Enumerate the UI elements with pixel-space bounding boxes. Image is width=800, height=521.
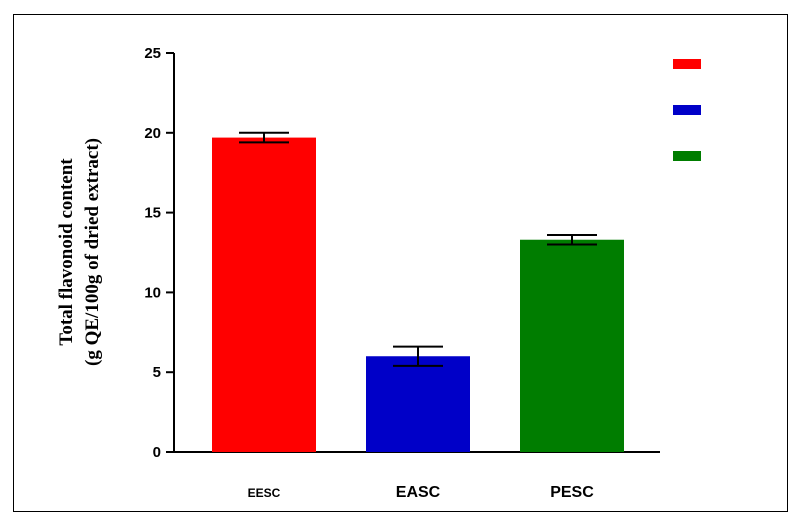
bars: EESC EASC PESC xyxy=(212,131,624,501)
bar-easc xyxy=(366,356,470,452)
y-tick-label: 15 xyxy=(144,205,161,222)
bar-eesc xyxy=(212,137,316,452)
chart-frame xyxy=(13,14,788,512)
legend xyxy=(673,59,701,161)
y-axis-title-line2: (g QE/100g of dried extract) xyxy=(82,138,103,366)
legend-swatch xyxy=(673,151,701,161)
y-axis-title: Total flavonoid content (g QE/100g of dr… xyxy=(56,138,103,366)
y-axis-title-line1: Total flavonoid content xyxy=(56,158,77,346)
error-bar-easc xyxy=(393,345,443,367)
bar-pesc xyxy=(520,239,624,452)
x-category-label: EASC xyxy=(396,484,441,501)
error-bar-eesc xyxy=(239,131,289,144)
y-tick-label: 5 xyxy=(153,364,161,381)
error-bar-pesc xyxy=(547,233,597,246)
x-category-label: PESC xyxy=(550,484,594,501)
y-tick-label: 0 xyxy=(153,444,161,461)
x-category-label: EESC xyxy=(248,486,281,500)
legend-swatch xyxy=(673,59,701,69)
y-tick-label: 10 xyxy=(144,284,161,301)
legend-swatch xyxy=(673,105,701,115)
y-tick-label: 20 xyxy=(144,125,161,142)
y-tick-label: 25 xyxy=(144,45,161,62)
